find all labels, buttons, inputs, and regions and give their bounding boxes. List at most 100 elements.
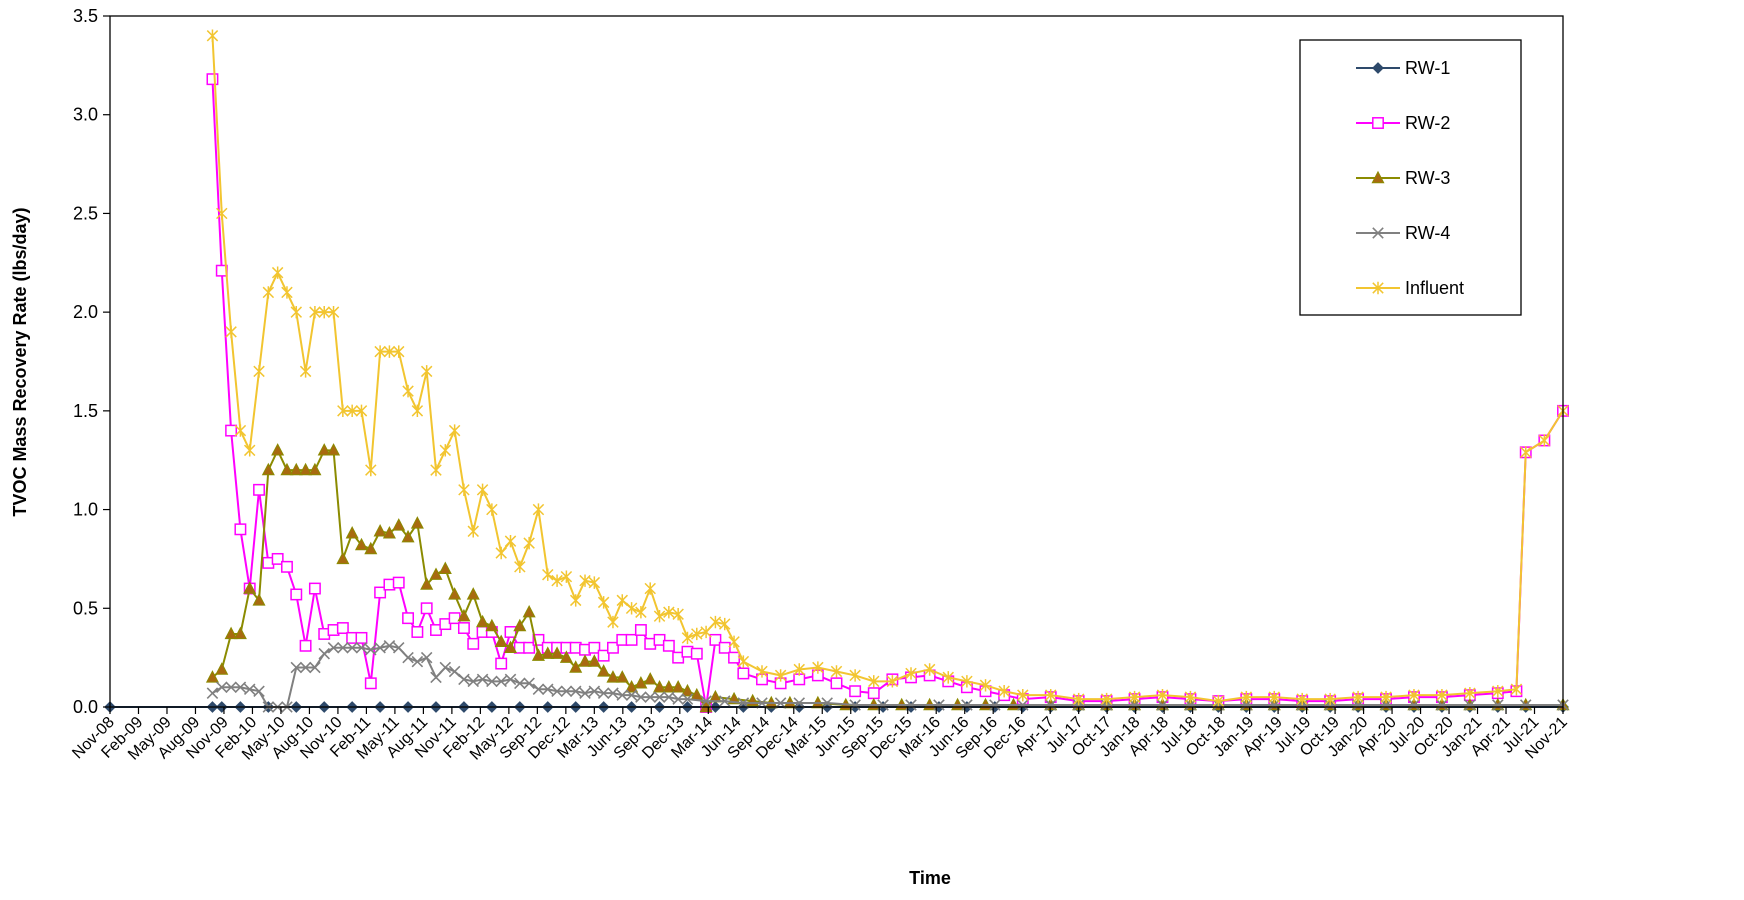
series-rw-2-point — [625, 633, 638, 646]
series-rw-4-point — [616, 689, 629, 701]
series-rw-3-point — [625, 679, 639, 693]
series-influent-point — [281, 286, 293, 299]
series-rw-3-point — [680, 683, 695, 697]
series-influent-point — [476, 483, 489, 497]
series-rw-2-point — [402, 612, 415, 625]
series-rw-3-point — [438, 561, 452, 574]
series-rw-3-point — [699, 699, 713, 713]
series-influent-point — [402, 384, 414, 398]
series-rw-2-point — [523, 641, 536, 654]
series-rw-4-point — [672, 693, 684, 705]
series-influent-point — [532, 503, 545, 516]
series-rw-4-point — [579, 687, 591, 699]
series-influent-point — [886, 675, 899, 688]
series-influent-point — [644, 582, 656, 595]
series-rw-3-point — [410, 516, 424, 529]
legend-swatch-marker — [1372, 117, 1384, 129]
series-rw-2-point — [355, 631, 368, 644]
series-influent-point — [1072, 692, 1085, 706]
series-influent-point — [774, 669, 787, 682]
series-rw-3-point — [280, 462, 294, 476]
series-rw-4-point — [355, 642, 368, 654]
series-influent-point — [672, 608, 684, 621]
legend-swatch-marker — [1372, 62, 1384, 74]
series-rw-3-point — [662, 679, 676, 693]
series-rw-3-point — [364, 541, 378, 555]
series-rw-2-point — [374, 586, 387, 599]
series-rw-2-point — [392, 576, 405, 589]
series-rw-3-point — [224, 626, 238, 640]
series-influent-point — [355, 404, 368, 418]
series-rw-4-point — [523, 677, 535, 690]
series-influent — [206, 29, 1569, 708]
series-influent-point — [1408, 688, 1420, 702]
series-influent-point — [812, 661, 824, 674]
series-influent-point — [607, 615, 619, 629]
y-tick-label: 2.0 — [73, 302, 98, 322]
series-rw-2-point — [234, 523, 247, 536]
series-rw-4-point — [597, 687, 610, 699]
series-rw-3-point — [643, 672, 657, 685]
legend-label: RW-3 — [1405, 168, 1450, 188]
series-influent-point — [542, 568, 554, 581]
series-rw-4-point — [700, 695, 712, 707]
series-rw-3-point — [308, 462, 322, 476]
series-rw-4-point — [1519, 699, 1532, 711]
series-influent-point — [216, 207, 228, 220]
series-rw-2-point — [728, 651, 740, 664]
series-influent-point — [923, 663, 936, 676]
series-rw-2-point — [867, 687, 880, 700]
series-influent-point — [1184, 690, 1197, 704]
series-rw-4-point — [541, 683, 554, 695]
series-influent-point — [504, 534, 517, 548]
series-rw-2-point — [281, 560, 293, 573]
series-rw-4-point — [243, 683, 256, 695]
series-rw-4-point — [653, 691, 666, 703]
series-rw-3-point — [503, 640, 518, 653]
series-rw-3-point — [587, 654, 601, 667]
series-rw-3-point — [550, 646, 564, 659]
series-rw-4-point — [1017, 699, 1029, 711]
series-rw-4-point — [625, 689, 638, 701]
series-influent-point — [625, 602, 638, 615]
series-influent-point — [756, 665, 768, 678]
series-influent-point — [868, 675, 880, 688]
series-rw-4-point — [234, 681, 247, 694]
series-influent-point — [663, 606, 675, 619]
series-rw-2-point — [607, 641, 619, 654]
series-rw-2-point — [206, 73, 219, 86]
series-rw-4-point — [681, 693, 694, 705]
series-rw-2-point — [420, 602, 433, 615]
series-rw-3-point — [597, 664, 611, 677]
series-influent-point — [1240, 690, 1253, 704]
series-influent-point — [495, 546, 507, 560]
series-rw-2-point — [588, 641, 601, 654]
series-rw-2-point — [793, 673, 806, 686]
series-rw-3-point — [382, 525, 396, 539]
series-rw-3-point — [373, 524, 387, 537]
series-rw-4-point — [569, 685, 582, 697]
series-rw-4-point — [933, 699, 945, 711]
series-rw-2-point — [634, 624, 647, 636]
series-influent-point — [905, 667, 917, 680]
series-rw-3-point — [671, 679, 685, 693]
series-rw-4-point — [1044, 699, 1057, 711]
series-rw-2-point — [467, 637, 480, 650]
series-rw-4-point — [551, 685, 563, 697]
series-rw-4-point — [365, 643, 377, 656]
series-rw-4-point — [504, 673, 517, 686]
series-rw-3-point — [345, 525, 359, 539]
series-influent-point — [616, 594, 629, 607]
series-rw-2-point — [225, 424, 238, 437]
series-influent-point — [635, 606, 647, 619]
series-rw-2-point — [662, 639, 675, 652]
series-influent-point — [1436, 688, 1448, 702]
series-influent-point — [1128, 690, 1141, 704]
series-rw-4-point — [514, 677, 526, 690]
series-rw-4-point — [1408, 699, 1420, 711]
series-rw-4-point — [318, 647, 330, 660]
series-rw-3-point — [448, 587, 462, 600]
series-rw-4-point — [346, 642, 358, 654]
series-rw-2-point — [308, 582, 321, 595]
